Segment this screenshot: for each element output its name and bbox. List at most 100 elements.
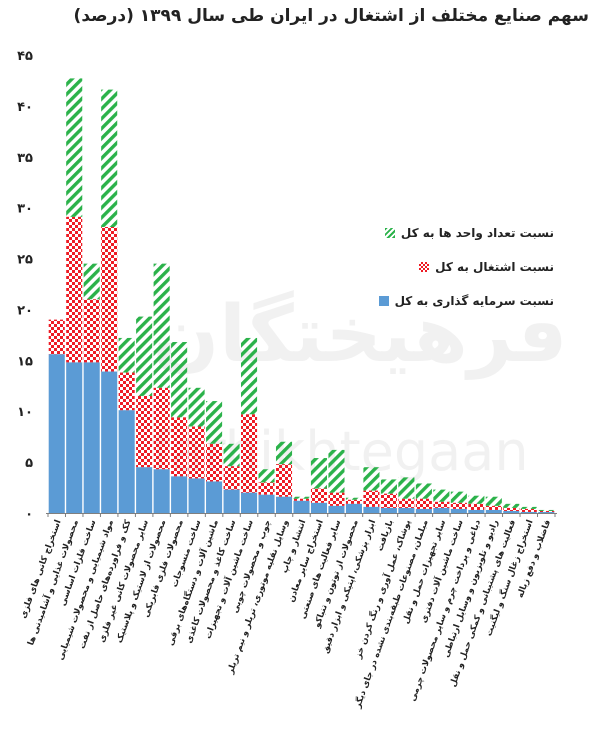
bar-segment-employment xyxy=(223,466,240,490)
bar-segment-employment xyxy=(136,395,153,468)
bar-segment-investment xyxy=(328,505,345,513)
bar-segment-units xyxy=(503,503,520,508)
bar-segment-units xyxy=(485,496,502,506)
bar-segment-employment xyxy=(363,490,380,507)
bar-segment-units xyxy=(171,342,188,418)
bar-segment-units xyxy=(101,89,118,227)
bar-segment-units xyxy=(520,506,537,509)
bar-segment-units xyxy=(258,469,275,483)
bar-segment-investment xyxy=(415,508,432,513)
legend-item-units: نسبت تعداد واحد ها به کل xyxy=(384,226,554,240)
bar-segment-investment xyxy=(363,506,380,513)
bar-segment-investment xyxy=(206,481,223,513)
bar-segment-investment xyxy=(188,478,205,513)
chart-title: سهم صنایع مختلف از اشتغال در ایران طی سا… xyxy=(73,6,589,26)
y-tick-label: ۰ xyxy=(25,507,33,522)
bar-segment-employment xyxy=(468,503,485,510)
bar-segment-investment xyxy=(538,511,555,513)
bar-segment-investment xyxy=(258,494,275,513)
bar-segment-employment xyxy=(415,498,432,509)
bar-segment-employment xyxy=(48,319,65,355)
bar-segment-units xyxy=(310,458,328,489)
bar-segment-units xyxy=(118,337,135,373)
bar-segment-units xyxy=(223,443,240,467)
bar-segment-employment xyxy=(66,216,83,363)
y-axis: ۰ ۵ ۱۰ ۱۵ ۲۰ ۲۵ ۳۰ ۳۵ ۴۰ ۴۵ xyxy=(17,49,33,522)
bar-segment-investment xyxy=(66,362,83,513)
y-tick-label: ۲۵ xyxy=(17,253,33,268)
bar-segment-units xyxy=(275,441,293,465)
bar-segment-investment xyxy=(275,496,293,513)
bar-segment-units xyxy=(433,489,450,502)
bar-segment-units xyxy=(538,509,555,511)
bar-segment-employment xyxy=(171,417,188,477)
bar-segment-employment xyxy=(503,507,520,511)
bar-segment-employment xyxy=(258,482,275,495)
bar-segment-employment xyxy=(433,501,450,508)
y-tick-label: ۱۵ xyxy=(17,354,33,369)
bar-segment-employment xyxy=(520,508,537,512)
legend-swatch-units xyxy=(384,228,395,238)
bar-segment-investment xyxy=(310,502,328,513)
legend-label-units: نسبت تعداد واحد ها به کل xyxy=(400,226,554,240)
y-tick-label: ۲۰ xyxy=(17,303,33,318)
bar-segment-units xyxy=(136,316,153,396)
bar-segment-employment xyxy=(275,464,293,497)
bar-segment-investment xyxy=(398,507,415,513)
bar-segment-investment xyxy=(293,500,310,513)
legend-item-investment: نسبت سرمایه گذاری به کل xyxy=(378,294,554,308)
bar-segment-employment xyxy=(328,492,345,506)
bar-segment-investment xyxy=(83,362,100,513)
bar-segment-investment xyxy=(118,410,135,513)
bar-segment-units xyxy=(468,495,485,504)
legend-swatch-investment xyxy=(378,296,389,306)
bar-segment-employment xyxy=(83,299,100,363)
bar-segment-employment xyxy=(241,414,258,493)
bar-segment-investment xyxy=(223,489,240,513)
legend: نسبت تعداد واحد ها به کل نسبت اشتغال به … xyxy=(378,216,560,320)
bar-segment-employment xyxy=(153,387,170,470)
y-tick-label: ۴۵ xyxy=(17,49,33,64)
bar-segment-units xyxy=(345,497,362,500)
bar-segment-units xyxy=(363,467,380,491)
bars-group xyxy=(48,78,555,513)
bar-segment-investment xyxy=(241,492,258,513)
bar-segment-units xyxy=(66,78,83,217)
bar-segment-units xyxy=(153,263,170,388)
y-tick-label: ۱۰ xyxy=(17,405,33,420)
bar-segment-employment xyxy=(206,443,223,482)
y-tick-label: ۵ xyxy=(25,456,33,471)
bar-segment-investment xyxy=(153,469,170,513)
bar-segment-units xyxy=(380,479,397,494)
y-tick-label: ۳۰ xyxy=(17,202,33,217)
bar-segment-investment xyxy=(101,371,118,513)
bar-segment-investment xyxy=(520,511,537,513)
bar-segment-investment xyxy=(450,508,467,513)
bar-segment-investment xyxy=(48,354,65,513)
bar-segment-employment xyxy=(450,502,467,509)
legend-swatch-employment xyxy=(419,262,430,272)
bar-segment-units xyxy=(328,449,345,493)
bar-segment-units xyxy=(450,491,467,503)
bar-segment-employment xyxy=(310,488,328,503)
bar-segment-units xyxy=(188,387,205,427)
bar-segment-units xyxy=(415,483,432,499)
bar-segment-employment xyxy=(380,493,397,508)
bar-segment-employment xyxy=(101,227,118,372)
legend-item-employment: نسبت اشتغال به کل xyxy=(419,260,554,274)
bar-segment-employment xyxy=(398,498,415,508)
bar-segment-investment xyxy=(345,503,362,513)
bar-segment-units xyxy=(293,496,310,499)
bar-segment-units xyxy=(241,337,258,415)
bar-segment-investment xyxy=(136,467,153,513)
bar-segment-investment xyxy=(468,509,485,513)
bar-segment-employment xyxy=(485,505,502,510)
bar-segment-investment xyxy=(171,476,188,513)
bar-segment-employment xyxy=(188,426,205,479)
bar-segment-employment xyxy=(538,510,555,512)
bar-segment-employment xyxy=(293,498,310,501)
y-tick-label: ۴۰ xyxy=(17,100,33,115)
